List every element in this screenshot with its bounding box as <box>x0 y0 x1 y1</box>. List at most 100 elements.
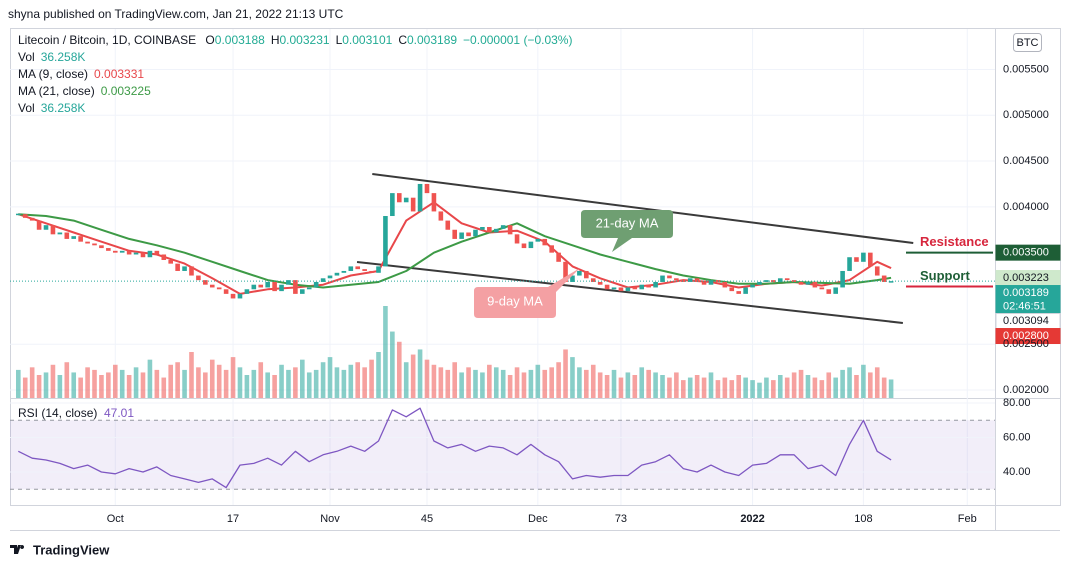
candle <box>140 252 146 258</box>
candle <box>584 270 589 279</box>
ohlc-prefix: H <box>271 33 280 47</box>
volume-bar <box>300 359 305 398</box>
volume-bar <box>764 377 769 398</box>
volume-bar <box>334 367 340 398</box>
button-frame[interactable] <box>1013 33 1042 52</box>
volume-bar <box>383 306 388 398</box>
x-tick-label: Feb <box>958 513 977 525</box>
rsi-legend: RSI (14, close) <box>18 406 97 420</box>
candle <box>189 266 194 276</box>
volume-bar <box>196 367 201 398</box>
candle <box>369 270 374 273</box>
candle <box>639 284 645 290</box>
volume-bar <box>590 364 596 398</box>
volume-bar <box>660 375 665 398</box>
ohlc-value: 0.003188 <box>215 33 265 47</box>
volume-bar <box>840 369 845 398</box>
candle <box>854 257 859 262</box>
candle <box>473 229 478 237</box>
candle <box>445 220 451 230</box>
candle <box>203 280 208 285</box>
volume-bar <box>50 364 56 398</box>
volume-bar <box>154 369 160 398</box>
candle <box>826 289 832 294</box>
volume-bar <box>327 357 333 398</box>
volume-bar <box>777 375 783 398</box>
volume-bar <box>286 369 291 398</box>
volume-bar <box>417 349 423 398</box>
price-box-label: 0.003500 <box>1003 247 1049 259</box>
candle <box>265 281 270 288</box>
volume-bar <box>161 377 167 398</box>
volume-bar <box>306 372 312 398</box>
candle <box>396 193 402 203</box>
y-tick-label: 0.005500 <box>1003 63 1049 75</box>
volume-bar <box>92 369 97 398</box>
candle <box>99 245 104 249</box>
x-tick-label: Dec <box>528 513 548 525</box>
candle <box>542 238 548 246</box>
candle <box>424 183 430 194</box>
volume-bar <box>743 377 748 398</box>
volume-bar <box>112 364 118 398</box>
volume-bar <box>694 375 700 398</box>
candle <box>514 234 520 244</box>
candle <box>313 281 319 288</box>
volume-bar <box>632 375 638 398</box>
candle <box>874 266 880 276</box>
volume-bar <box>313 369 319 398</box>
volume-bar <box>722 377 728 398</box>
change: −0.000001 (−0.03%) <box>463 33 572 47</box>
price-box-label: 0.002800 <box>1003 330 1049 342</box>
volume-bar <box>64 362 70 398</box>
indicator-legend: Vol 36.258K <box>18 101 85 115</box>
ohlc-prefix: L <box>336 33 343 47</box>
volume-bar <box>22 377 28 398</box>
candle <box>16 213 21 216</box>
y-tick-label: 0.004000 <box>1003 201 1049 213</box>
candle <box>694 278 700 282</box>
candle <box>743 287 748 294</box>
x-tick-label: 108 <box>854 513 872 525</box>
candle <box>29 217 35 221</box>
x-tick-label: 45 <box>421 513 433 525</box>
candle <box>577 270 582 276</box>
level-label: Resistance <box>920 234 989 249</box>
candle <box>196 275 201 281</box>
y-tick-label: 0.002000 <box>1003 384 1049 396</box>
volume-bar <box>445 369 451 398</box>
rsi-band <box>10 420 995 490</box>
volume-bar <box>106 372 111 398</box>
candle <box>563 261 568 282</box>
candle <box>147 250 153 258</box>
candle <box>175 263 180 271</box>
volume-bar <box>320 362 326 398</box>
candle <box>570 275 575 282</box>
candle <box>861 252 866 262</box>
volume-bar <box>847 367 852 398</box>
candle <box>244 289 250 294</box>
candle <box>708 280 714 285</box>
candle <box>334 272 340 276</box>
volume-bar <box>487 364 492 398</box>
candle <box>286 280 291 285</box>
rsi-value: 47.01 <box>104 406 134 420</box>
currency-button[interactable]: BTC <box>1013 33 1042 52</box>
volume-bar <box>715 380 721 398</box>
volume-bar <box>514 367 520 398</box>
volume-bar <box>729 380 735 398</box>
volume-bar <box>133 367 139 398</box>
candle <box>798 281 804 285</box>
symbol: Litecoin / Bitcoin, 1D, COINBASE <box>18 33 196 47</box>
candle <box>660 275 665 282</box>
callout-bubble <box>581 210 673 252</box>
indicator-name: Vol <box>18 50 35 64</box>
volume-bar <box>362 367 367 398</box>
candle <box>701 281 707 285</box>
volume-bar <box>459 372 464 398</box>
button-label[interactable]: BTC <box>1017 37 1039 49</box>
volume-bar <box>563 349 568 398</box>
volume-bar <box>833 377 838 398</box>
volume-bar <box>701 377 707 398</box>
